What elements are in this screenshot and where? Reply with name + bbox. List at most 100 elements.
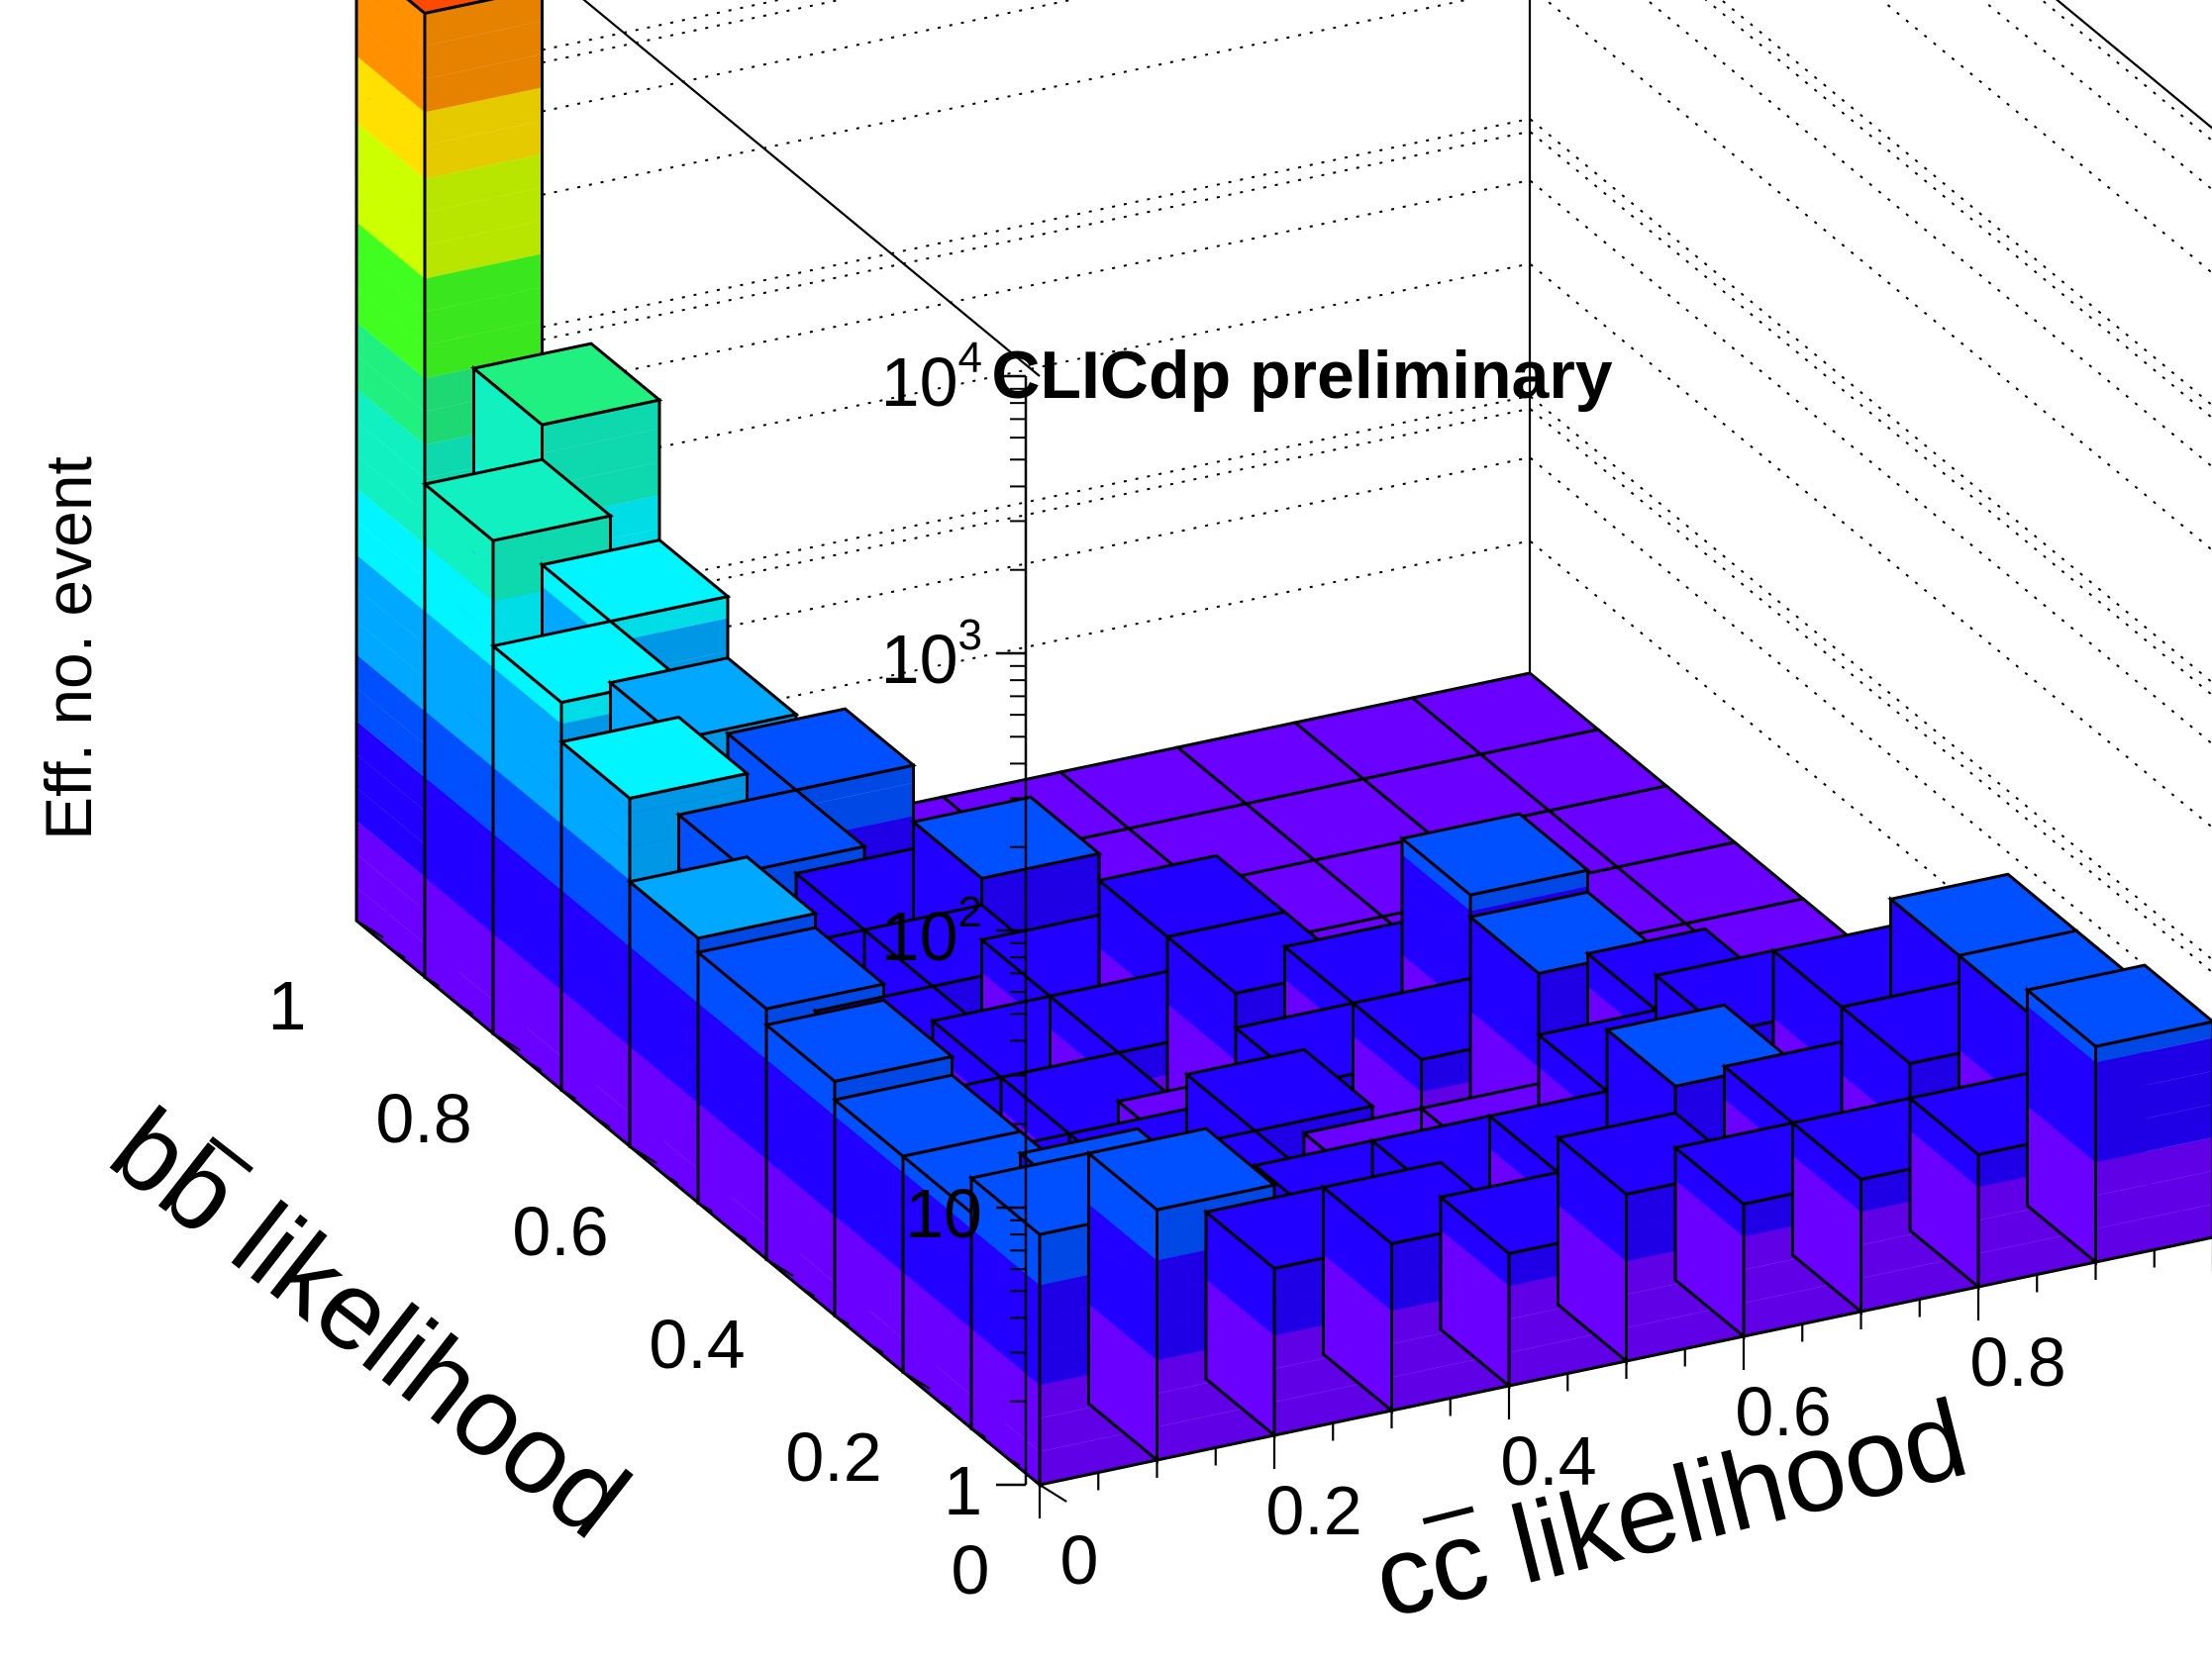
bar-front-band [2095, 1104, 2212, 1163]
bar-side-band [971, 1178, 1040, 1252]
bar-side-band [766, 1093, 835, 1183]
bar-side-band [356, 255, 425, 345]
bar-side-band [630, 1013, 698, 1104]
bar-side-band [835, 1216, 903, 1306]
y-major-tick [355, 920, 384, 938]
bar-side-band [493, 667, 561, 757]
bar-side-band [835, 1116, 903, 1206]
bar-side-band [561, 824, 630, 914]
bar-side-band [1910, 1098, 1978, 1188]
bar-top [470, 342, 663, 427]
bar-side-band [630, 1079, 698, 1170]
bar-side-band [2027, 1039, 2096, 1129]
bar-top [1398, 812, 1591, 897]
bar-side-band [1353, 1003, 1422, 1093]
y-tick-label: 1 [268, 967, 307, 1044]
bar-side-band [356, 687, 425, 778]
x-tick-label: 0 [1060, 1521, 1099, 1599]
bar-side-band [971, 1228, 1040, 1318]
bar-side-band [356, 554, 425, 644]
bar-side-band [425, 811, 493, 901]
y-major-tick [902, 1371, 931, 1390]
bar-side-band [1088, 1170, 1157, 1261]
bar-side-band [1088, 1237, 1157, 1327]
bar-side-band [2027, 1006, 2096, 1096]
bar-side-band [766, 1125, 835, 1217]
bar-side-band [630, 881, 698, 970]
bar-front-band [1470, 870, 1588, 912]
bar-front-band [425, 0, 543, 47]
bar-side-band [2027, 1106, 2096, 1196]
bar-front-band [2095, 1137, 2212, 1196]
bar-side-band [1675, 1213, 1744, 1304]
bar-side-band [1088, 1336, 1157, 1427]
bar-side-band [356, 288, 425, 379]
bar-side-band [971, 1328, 1040, 1418]
bar-side-band [356, 654, 425, 744]
bar-side-band [425, 511, 493, 602]
bar-side-band [356, 89, 425, 179]
bar-side-band [630, 980, 698, 1070]
chart-banner: CLICdp preliminary [991, 338, 1612, 413]
bar-front-band [1860, 1253, 1978, 1312]
bar-front-band [630, 773, 748, 814]
bar-front-band [981, 853, 1099, 906]
bar-side-band [1792, 1188, 1861, 1279]
bar-side-band [835, 1282, 903, 1372]
bar-front-band [425, 21, 543, 79]
bar-front-band [425, 187, 543, 245]
bar-side-band [1792, 1221, 1861, 1312]
y-minor-tick [970, 1427, 986, 1438]
x-tick-label: 0.6 [1735, 1373, 1831, 1450]
bar-side-band [356, 122, 425, 213]
bar-front-band [766, 984, 884, 1026]
bar-front-band [425, 253, 543, 312]
svg-text:cc likelihood: cc likelihood [1362, 1375, 1978, 1641]
bar-side-band [356, 821, 425, 911]
bar-front-band [2095, 1037, 2212, 1096]
bar-side-band [1323, 1188, 1392, 1278]
bar-side-band [698, 1036, 766, 1126]
z-tick-label: 10 [905, 1175, 982, 1252]
bar-side-band [1890, 899, 1960, 983]
bar-front-band [425, 87, 543, 146]
y-axis-label: bb likelihood [89, 1084, 652, 1561]
bar-side-band [1402, 888, 1470, 978]
x-label-rest: likelihood [1469, 1375, 1978, 1614]
bar-side-band [356, 754, 425, 844]
bar-side-band [630, 913, 698, 1004]
bar-side-band [425, 644, 493, 734]
bar-front-band [425, 320, 543, 379]
y-minor-tick [936, 1399, 953, 1411]
bar-side-band [493, 1000, 561, 1090]
bar-side-band [356, 354, 425, 445]
bar-side-band [356, 787, 425, 878]
bar-side-band [425, 484, 493, 568]
bar-side-band [2027, 990, 2096, 1063]
bar-side-band [971, 1195, 1040, 1286]
bar-top [421, 457, 614, 542]
bar-top [539, 537, 732, 624]
bar-side-band [493, 933, 561, 1024]
bar-side-band [356, 588, 425, 678]
bar-side-band [1959, 983, 2028, 1073]
y-minor-tick [526, 1060, 543, 1072]
bar-side-band [971, 1395, 1040, 1485]
x-axis-label: cc likelihood [1362, 1375, 1978, 1641]
bar-side-band [766, 1159, 835, 1249]
bar-front-band [610, 596, 728, 643]
bar-side-band [903, 1272, 971, 1362]
bar-side-band [1910, 1130, 1978, 1221]
bar-side-band [356, 55, 425, 146]
bar-side-band [493, 733, 561, 825]
bar-side-band [425, 577, 493, 668]
bar-top [762, 998, 955, 1084]
bar-side-band [835, 1248, 903, 1339]
bar-side-band [903, 1305, 971, 1396]
bar-side-band [766, 1025, 835, 1117]
bar-side-band [1206, 1213, 1274, 1303]
bar-side-band [425, 611, 493, 701]
y-tick-label: 0.6 [512, 1193, 608, 1270]
